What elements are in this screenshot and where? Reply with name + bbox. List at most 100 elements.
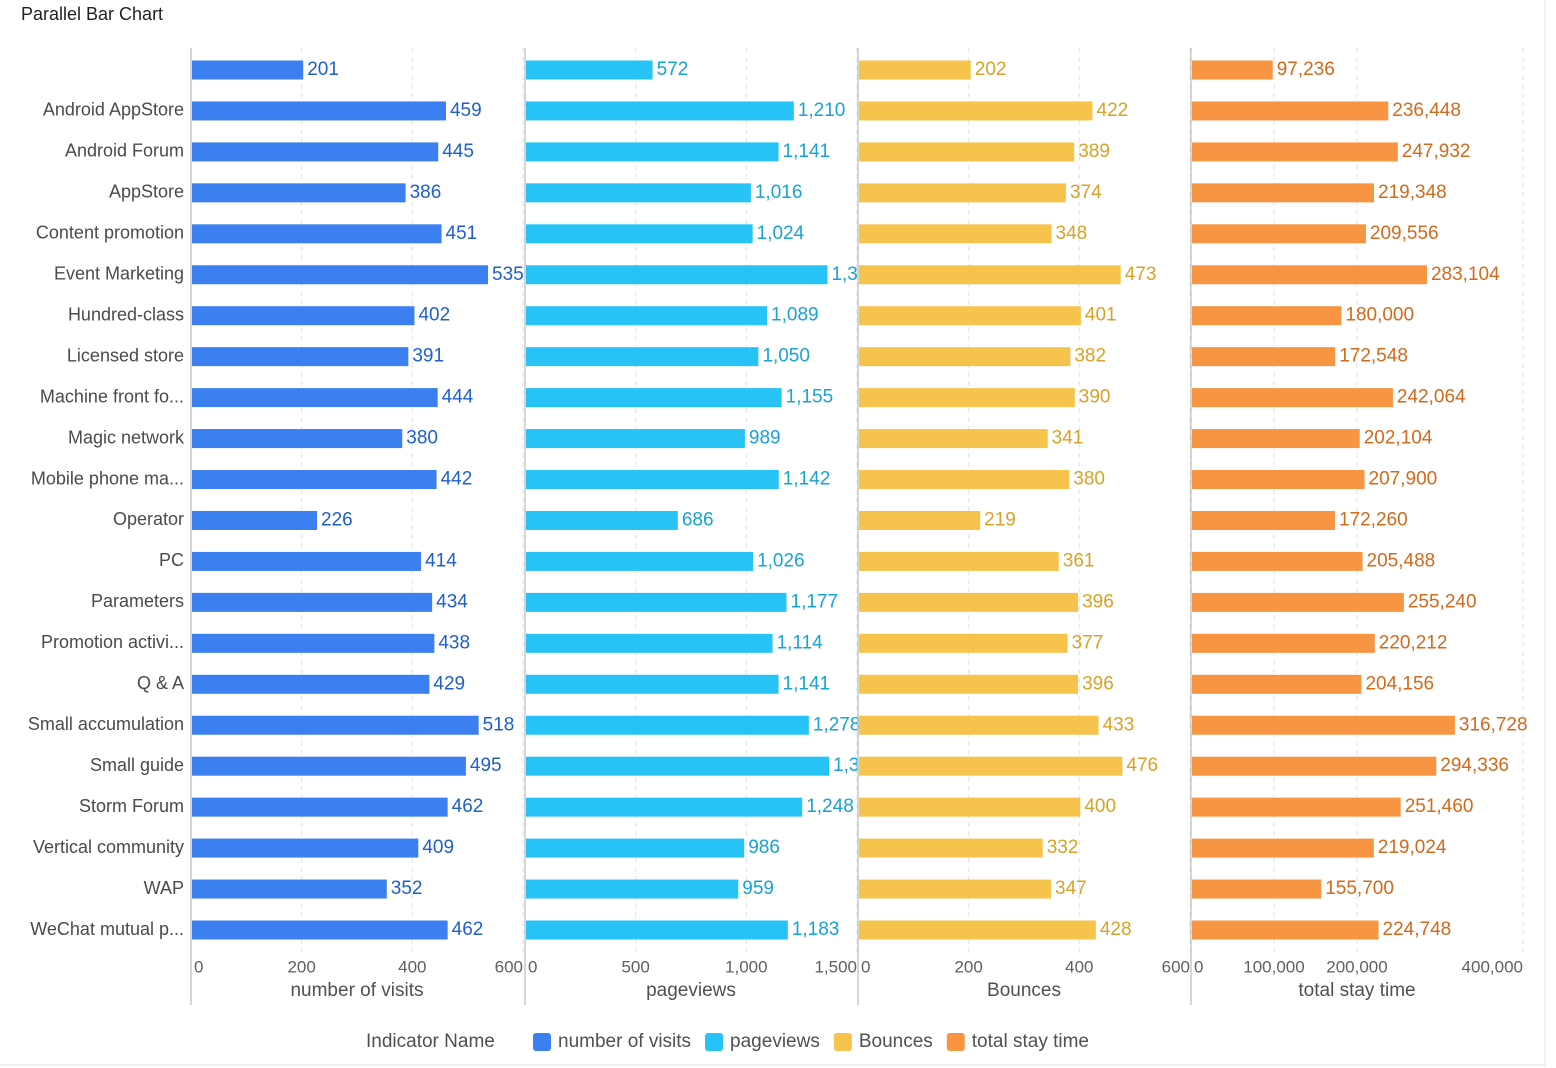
value-label: 1,026 xyxy=(757,550,805,571)
bar xyxy=(526,920,788,940)
x-tick-label: 400,000 xyxy=(1462,957,1523,976)
value-label: 390 xyxy=(1079,387,1111,408)
value-label: 1,248 xyxy=(806,796,854,817)
x-tick-label: 600 xyxy=(495,957,523,976)
value-label: 1,016 xyxy=(755,182,803,203)
bar xyxy=(192,470,437,490)
bar xyxy=(859,429,1048,449)
bar xyxy=(859,633,1068,653)
bar xyxy=(526,797,803,817)
value-label: 1,177 xyxy=(791,591,839,612)
category-label: Vertical community xyxy=(33,837,184,857)
category-label: Hundred-class xyxy=(68,304,184,324)
bar xyxy=(1192,797,1401,817)
value-label: 155,700 xyxy=(1325,878,1394,899)
value-label: 989 xyxy=(749,428,781,449)
chart-title: Parallel Bar Chart xyxy=(21,4,163,24)
value-label: 172,260 xyxy=(1339,509,1408,530)
value-label: 414 xyxy=(425,550,457,571)
value-label: 473 xyxy=(1125,264,1157,285)
value-label: 283,104 xyxy=(1431,264,1500,285)
legend-swatch[interactable] xyxy=(833,1033,852,1051)
legend-label[interactable]: pageviews xyxy=(730,1031,820,1052)
x-tick-label: 200,000 xyxy=(1326,957,1387,976)
bar xyxy=(859,551,1059,571)
value-label: 462 xyxy=(452,919,484,940)
value-label: 389 xyxy=(1078,141,1110,162)
bar xyxy=(192,142,439,162)
value-label: 1,183 xyxy=(792,919,840,940)
bar xyxy=(526,224,753,244)
value-label: 219,024 xyxy=(1378,837,1447,858)
category-label: Android Forum xyxy=(65,141,184,161)
value-label: 380 xyxy=(406,428,438,449)
value-label: 316,728 xyxy=(1459,714,1528,735)
bar xyxy=(859,142,1075,162)
value-label: 1,142 xyxy=(783,469,831,490)
x-tick-label: 400 xyxy=(1065,957,1093,976)
legend-label[interactable]: total stay time xyxy=(972,1031,1089,1052)
bar xyxy=(526,347,759,367)
x-tick-label: 200 xyxy=(954,957,982,976)
bar xyxy=(1192,265,1427,285)
value-label: 1,050 xyxy=(762,346,810,367)
bar xyxy=(526,429,745,449)
value-label: 172,548 xyxy=(1339,346,1408,367)
value-label: 219 xyxy=(984,509,1016,530)
category-label: WAP xyxy=(144,878,184,898)
bar xyxy=(1192,388,1393,408)
value-label: 422 xyxy=(1097,100,1129,121)
bar xyxy=(526,60,653,80)
value-label: 402 xyxy=(418,305,450,326)
legend-swatch[interactable] xyxy=(533,1033,551,1051)
bar xyxy=(1192,879,1322,899)
bar xyxy=(192,797,448,817)
value-label: 476 xyxy=(1126,755,1158,776)
bar xyxy=(526,101,794,121)
category-label: Content promotion xyxy=(36,223,184,243)
bar xyxy=(1192,470,1365,490)
category-label: Mobile phone ma... xyxy=(31,468,184,488)
bar xyxy=(1192,674,1362,694)
bar xyxy=(859,838,1043,858)
value-label: 219,348 xyxy=(1378,182,1447,203)
value-label: 224,748 xyxy=(1383,919,1452,940)
legend-label[interactable]: Bounces xyxy=(859,1031,933,1052)
value-label: 352 xyxy=(391,878,423,899)
value-label: 434 xyxy=(436,591,468,612)
bar xyxy=(192,715,479,735)
value-label: 959 xyxy=(742,878,774,899)
legend-swatch[interactable] xyxy=(946,1033,965,1051)
bar xyxy=(192,265,489,285)
value-label: 97,236 xyxy=(1277,59,1335,80)
bar xyxy=(526,592,787,612)
bar xyxy=(1192,633,1375,653)
x-tick-label: 600 xyxy=(1162,957,1190,976)
legend-swatch[interactable] xyxy=(705,1033,724,1051)
value-label: 462 xyxy=(452,796,484,817)
bar xyxy=(526,879,739,899)
bar xyxy=(192,224,442,244)
category-label: Android AppStore xyxy=(43,100,184,120)
axis-title: pageviews xyxy=(646,980,736,1001)
bar xyxy=(859,60,971,80)
bar xyxy=(192,306,415,326)
value-label: 220,212 xyxy=(1379,632,1448,653)
value-label: 428 xyxy=(1100,919,1132,940)
category-label: Small accumulation xyxy=(28,714,184,734)
bar xyxy=(859,797,1081,817)
bar xyxy=(526,265,828,285)
value-label: 251,460 xyxy=(1405,796,1474,817)
bar xyxy=(859,470,1070,490)
x-tick-label: 500 xyxy=(621,957,649,976)
bar xyxy=(192,879,387,899)
value-label: 433 xyxy=(1103,714,1135,735)
category-label: Machine front fo... xyxy=(40,386,184,406)
bar xyxy=(1192,838,1374,858)
bar xyxy=(859,183,1066,203)
value-label: 242,064 xyxy=(1397,387,1466,408)
x-tick-label: 0 xyxy=(528,957,537,976)
value-label: 396 xyxy=(1082,591,1114,612)
legend-label[interactable]: number of visits xyxy=(558,1031,691,1052)
